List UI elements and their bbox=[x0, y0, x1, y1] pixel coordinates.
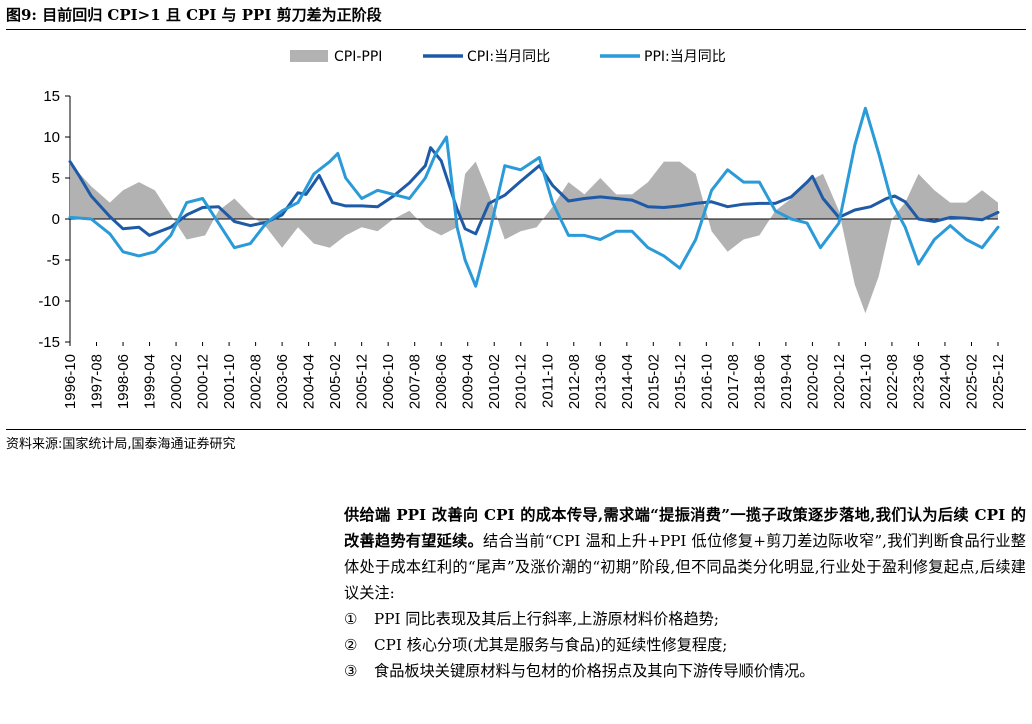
series-line-ppi bbox=[68, 106, 1000, 288]
body-text: 供给端 PPI 改善向 CPI 的成本传导,需求端“提振消费”一揽子政策逐步落地… bbox=[344, 502, 1026, 684]
x-tick-label: 2015-12 bbox=[672, 354, 689, 409]
legend-cpi-ppi-label: CPI-PPI bbox=[334, 49, 382, 65]
x-tick-label: 2023-06 bbox=[910, 354, 927, 409]
x-tick-label: 1999-04 bbox=[142, 354, 159, 409]
x-tick-label: 2011-10 bbox=[539, 354, 556, 408]
x-tick-label: 2012-08 bbox=[566, 354, 583, 409]
series-line-cpi bbox=[68, 146, 1000, 237]
x-tick-label: 2004-04 bbox=[301, 354, 318, 409]
x-tick-label: 2009-04 bbox=[460, 354, 477, 409]
plot-area: -15 -10 -5 0 5 10 15 1996-10 1997-08 1998-06 1999-… bbox=[38, 88, 1007, 409]
list-item: ② CPI 核心分项(尤其是服务与食品)的延续性修复程度; bbox=[344, 632, 1026, 658]
chart: CPI-PPI CPI:当月同比 PPI:当月同比 -15 -10 -5 0 5 10 15 19… bbox=[38, 49, 1007, 409]
x-tick-label: 2010-02 bbox=[486, 354, 503, 409]
x-tick-label: 2005-02 bbox=[327, 354, 344, 409]
x-tick-label: 2015-02 bbox=[645, 354, 662, 409]
x-tick-label: 2014-04 bbox=[619, 354, 636, 409]
title-rule bbox=[6, 29, 1026, 30]
chart-bottom-rule bbox=[6, 429, 1026, 430]
x-tick-label: 2024-04 bbox=[937, 354, 954, 409]
y-tick-label: 0 bbox=[52, 211, 60, 228]
y-tick-label: 10 bbox=[43, 129, 60, 146]
x-tick-label: 2000-12 bbox=[195, 354, 212, 409]
x-tick-label: 2000-02 bbox=[168, 354, 185, 409]
body-main-text: 结合当前“CPI 温和上升+PPI 低位修复+剪刀差边际收窄”,我们判断食品行业… bbox=[344, 532, 1026, 602]
x-tick-label: 2001-10 bbox=[221, 354, 238, 409]
x-tick-label: 2010-12 bbox=[513, 354, 530, 409]
list-item-number: ① bbox=[344, 610, 358, 628]
legend: CPI-PPI CPI:当月同比 PPI:当月同比 bbox=[290, 49, 726, 65]
list-item-text: 食品板块关键原材料与包材的价格拐点及其向下游传导顺价情况。 bbox=[374, 662, 815, 680]
x-tick-label: 2005-12 bbox=[354, 354, 371, 409]
x-tick-label: 2018-06 bbox=[751, 354, 768, 409]
x-tick-label: 2020-02 bbox=[804, 354, 821, 409]
body-lead: 供给端 PPI 改善向 CPI 的成本传导,需求端“提振消费”一揽子政策逐步落地… bbox=[344, 506, 1026, 550]
x-tick-label: 2022-08 bbox=[884, 354, 901, 409]
y-tick-label: -5 bbox=[47, 252, 60, 269]
x-tick-label: 2016-10 bbox=[698, 354, 715, 409]
x-tick-label: 2008-06 bbox=[433, 354, 450, 409]
x-tick-label: 2002-08 bbox=[248, 354, 265, 409]
y-tick-label: -15 bbox=[38, 334, 60, 351]
series-area-cpi-ppi bbox=[70, 161, 998, 314]
y-tick-label: 5 bbox=[52, 170, 60, 187]
x-tick-label: 1996-10 bbox=[62, 354, 79, 409]
body-paragraph: 供给端 PPI 改善向 CPI 的成本传导,需求端“提振消费”一揽子政策逐步落地… bbox=[344, 502, 1026, 606]
legend-ppi-label: PPI:当月同比 bbox=[644, 49, 726, 65]
list-item-text: CPI 核心分项(尤其是服务与食品)的延续性修复程度; bbox=[374, 636, 728, 654]
list-item-number: ③ bbox=[344, 662, 358, 680]
recommendation-list: ① PPI 同比表现及其后上行斜率,上游原材料价格趋势; ② CPI 核心分项(尤其… bbox=[344, 606, 1026, 684]
x-tick-label: 2007-08 bbox=[407, 354, 424, 409]
list-item: ① PPI 同比表现及其后上行斜率,上游原材料价格趋势; bbox=[344, 606, 1026, 632]
x-tick-label: 2013-06 bbox=[592, 354, 609, 409]
legend-cpi-ppi-swatch bbox=[290, 50, 328, 62]
source-note: 资料来源:国家统计局,国泰海通证券研究 bbox=[6, 437, 236, 452]
x-tick-label: 2019-04 bbox=[778, 354, 795, 409]
x-tick-label: 1997-08 bbox=[89, 354, 106, 409]
figure-title: 图9: 目前回归 CPI>1 且 CPI 与 PPI 剪刀差为正阶段 bbox=[6, 6, 382, 24]
list-item-text: PPI 同比表现及其后上行斜率,上游原材料价格趋势; bbox=[374, 610, 719, 628]
x-tick-label: 2025-12 bbox=[990, 354, 1007, 409]
y-tick-label: 15 bbox=[43, 88, 60, 105]
x-tick-label: 2025-02 bbox=[963, 354, 980, 409]
y-tick-label: -10 bbox=[38, 293, 60, 310]
list-item: ③ 食品板块关键原材料与包材的价格拐点及其向下游传导顺价情况。 bbox=[344, 658, 1026, 684]
x-tick-label: 2003-06 bbox=[274, 354, 291, 409]
x-tick-label: 1998-06 bbox=[115, 354, 132, 409]
x-tick-label: 2021-10 bbox=[857, 354, 874, 409]
legend-cpi-label: CPI:当月同比 bbox=[467, 49, 550, 65]
list-item-number: ② bbox=[344, 636, 358, 654]
x-tick-label: 2017-08 bbox=[725, 354, 742, 409]
x-tick-label: 2020-12 bbox=[831, 354, 848, 409]
x-tick-label: 2006-10 bbox=[380, 354, 397, 409]
